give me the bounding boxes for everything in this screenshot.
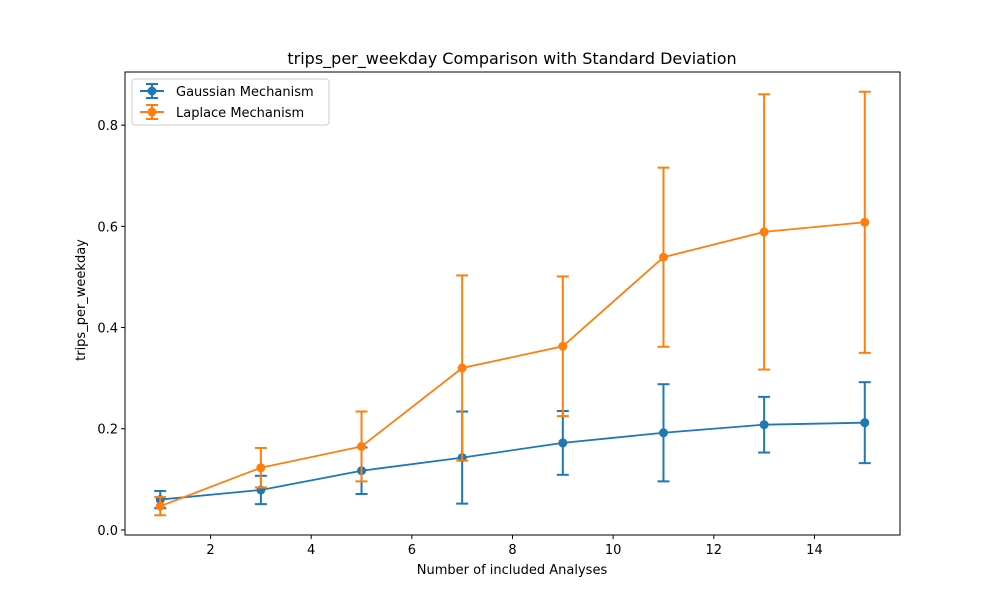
legend-item-1: Laplace Mechanism	[140, 104, 304, 121]
data-point	[860, 418, 870, 428]
series-1	[154, 90, 871, 517]
axes: 2 4 6 8 10 12 14 0.0 0.2 0.4 0.6 0.8	[97, 71, 901, 558]
data-point	[658, 252, 668, 262]
data-point	[256, 463, 266, 473]
data-point	[558, 438, 568, 448]
x-tick-label: 4	[307, 543, 315, 558]
legend-box	[131, 78, 330, 126]
data-point	[357, 441, 367, 451]
y-tick-label: 0.2	[97, 423, 118, 438]
data-point	[558, 341, 568, 351]
y-axis-label: trips_per_weekday	[74, 239, 89, 361]
y-tick-label: 0.0	[97, 524, 118, 539]
series-line	[159, 221, 865, 507]
data-point	[658, 428, 668, 438]
legend-label: Gaussian Mechanism	[176, 85, 314, 100]
x-axis-label: Number of included Analyses	[417, 563, 608, 578]
x-tick-label: 2	[206, 543, 214, 558]
legend-marker	[147, 107, 157, 117]
x-tick-label: 6	[408, 543, 416, 558]
x-tick-label: 14	[806, 543, 823, 558]
legend-item-0: Gaussian Mechanism	[140, 83, 314, 100]
data-point	[759, 227, 769, 237]
x-tick-label: 8	[508, 543, 516, 558]
data-point	[759, 420, 769, 430]
y-tick-label: 0.4	[97, 322, 118, 337]
chart-title: trips_per_weekday Comparison with Standa…	[287, 49, 736, 69]
plot-area	[154, 90, 871, 517]
x-tick-label: 12	[706, 543, 723, 558]
legend-marker	[147, 86, 157, 96]
data-point	[155, 501, 165, 511]
y-tick-label: 0.6	[97, 220, 118, 235]
x-tick-label: 10	[605, 543, 622, 558]
series-0	[154, 381, 871, 510]
series-line	[160, 421, 865, 501]
axes-frame	[124, 71, 901, 536]
legend: Gaussian Mechanism Laplace Mechanism	[131, 78, 330, 126]
data-point	[860, 217, 870, 227]
legend-label: Laplace Mechanism	[176, 106, 304, 121]
y-tick-label: 0.8	[97, 119, 118, 134]
data-point	[457, 363, 467, 373]
